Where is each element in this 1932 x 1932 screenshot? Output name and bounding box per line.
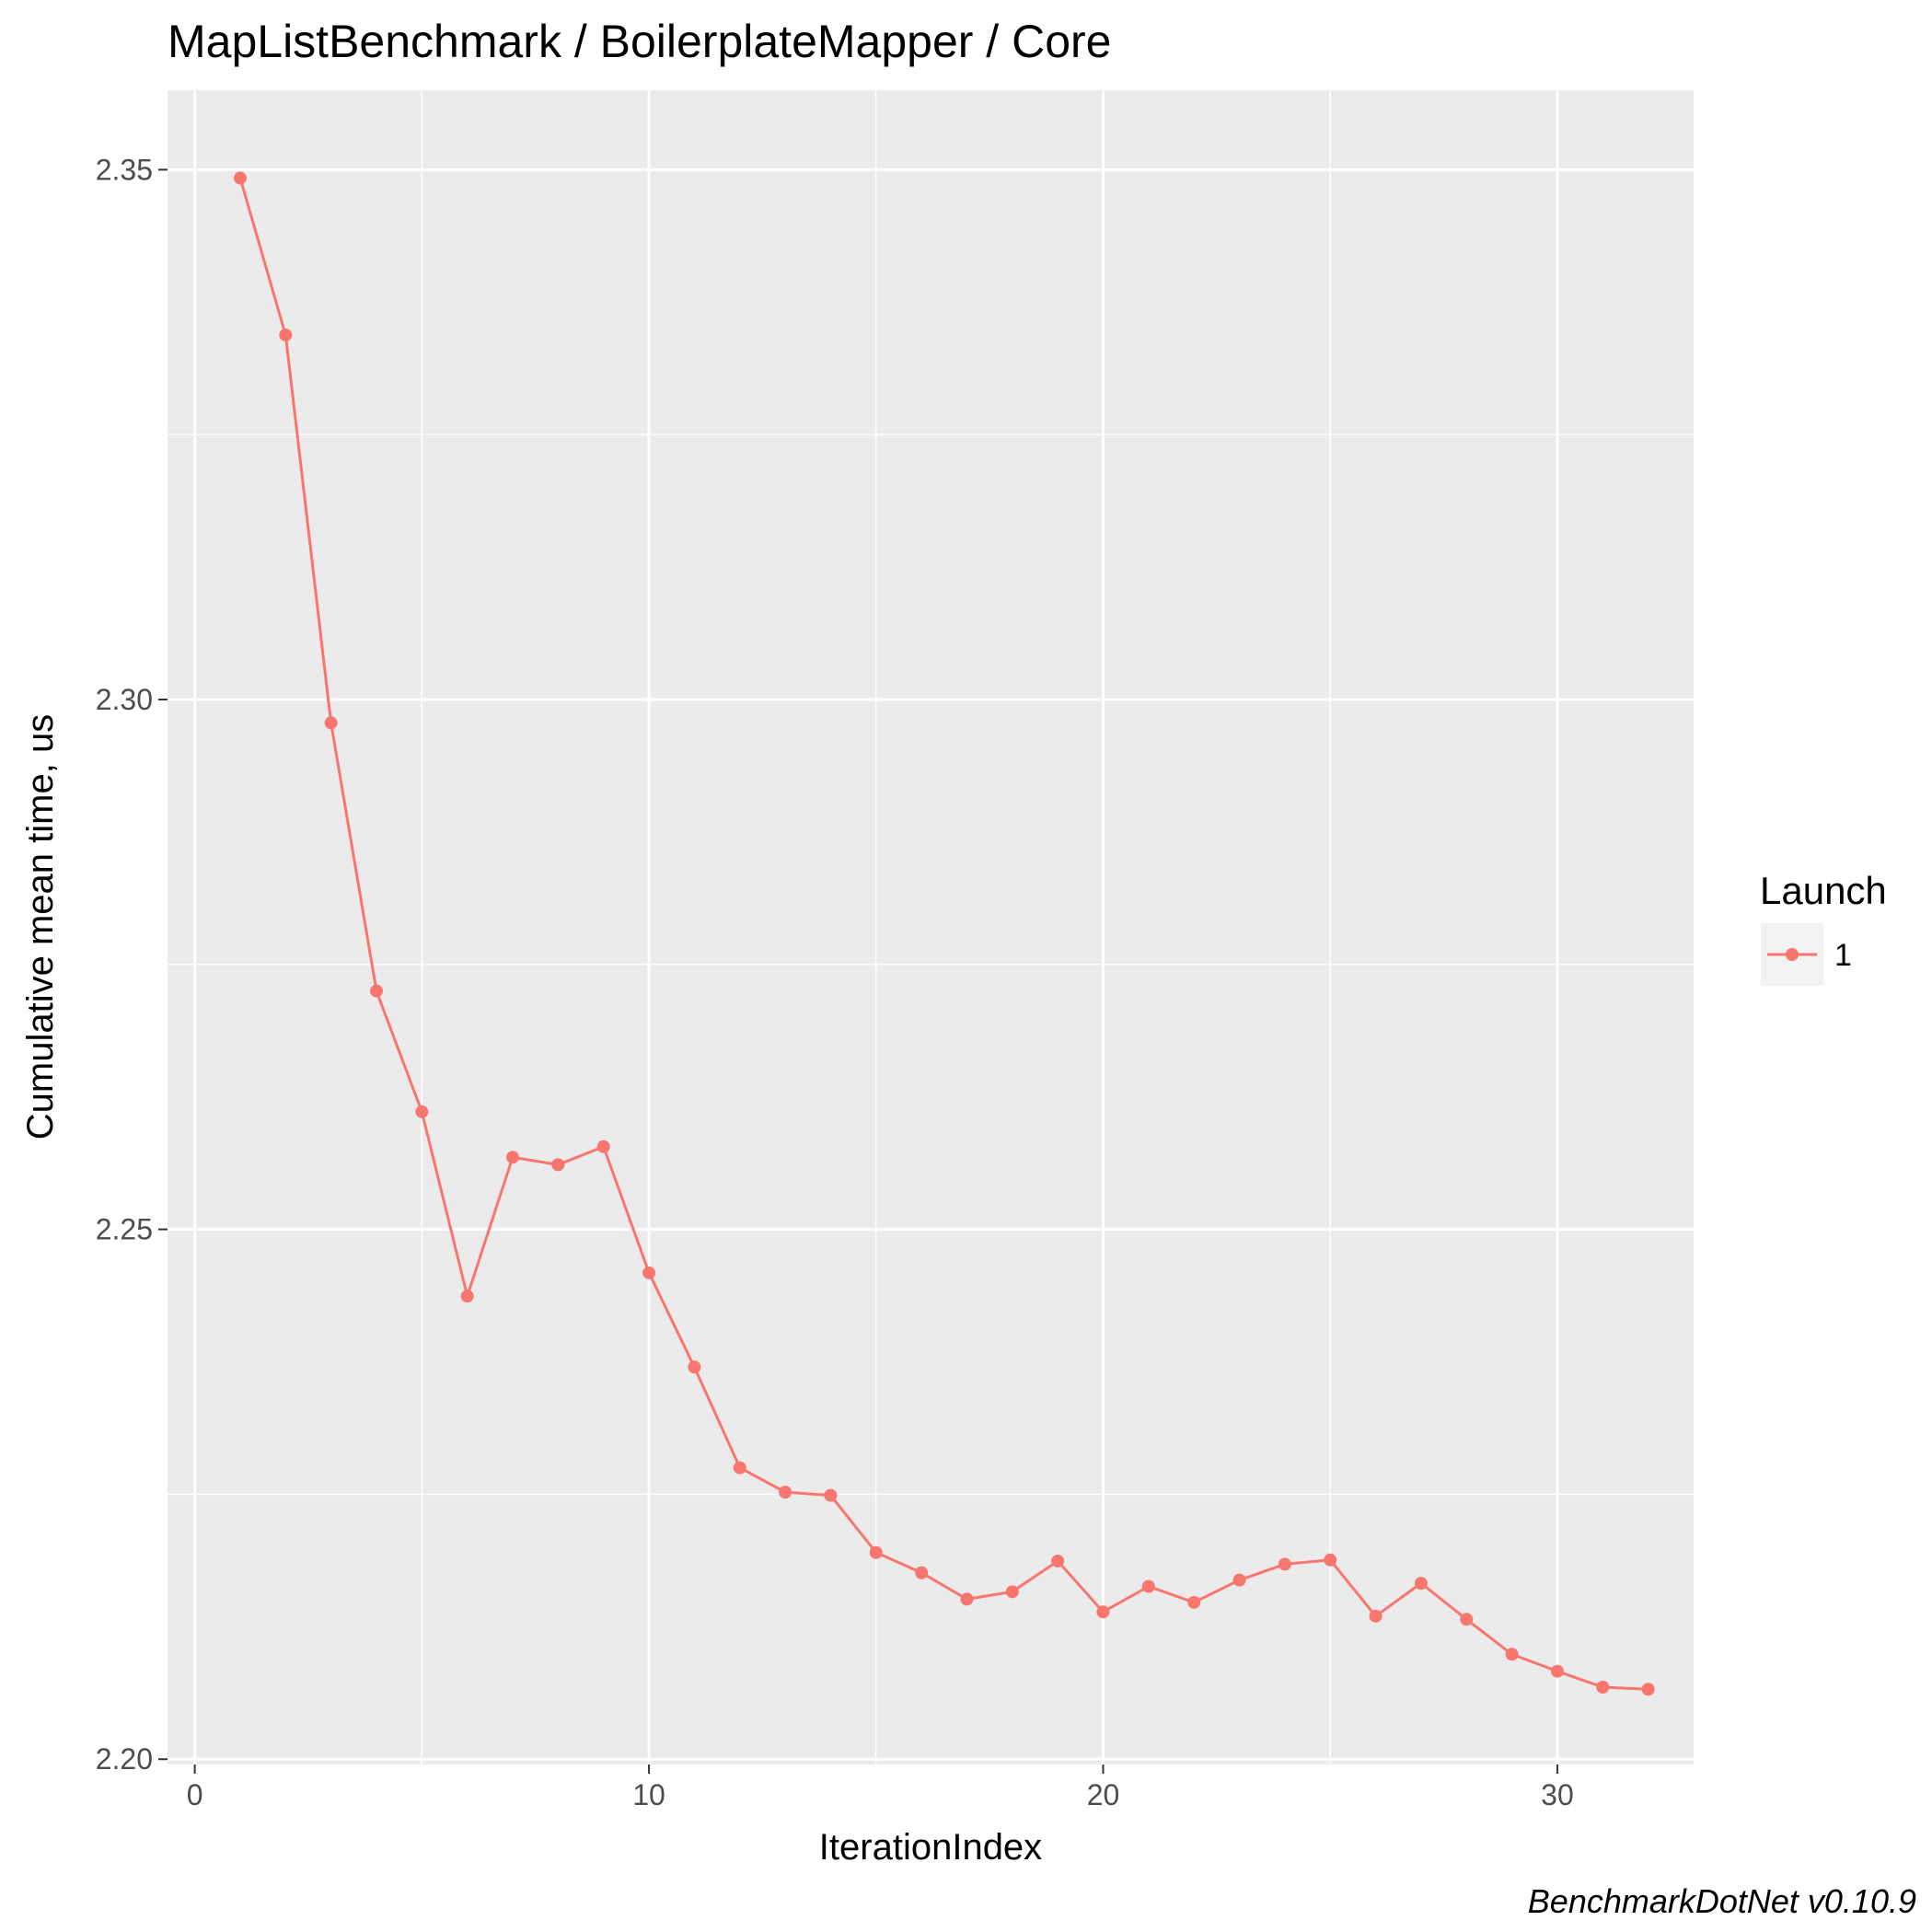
x-tick-label: 10: [632, 1778, 665, 1811]
data-point: [1414, 1577, 1428, 1591]
y-tick-label: 2.30: [96, 683, 153, 716]
data-point: [869, 1545, 883, 1559]
data-point: [415, 1105, 429, 1118]
y-tick-label: 2.25: [96, 1213, 153, 1246]
x-tick-labels: 0 10 20 30: [187, 1778, 1574, 1811]
data-point: [369, 984, 383, 998]
data-point: [1278, 1557, 1291, 1571]
data-point: [642, 1266, 656, 1279]
x-axis-title: IterationIndex: [819, 1827, 1042, 1868]
grid-major: [168, 90, 1694, 1764]
data-point: [506, 1151, 520, 1164]
data-point: [688, 1360, 701, 1374]
data-point: [1324, 1553, 1337, 1567]
y-tick-labels: 2.20 2.25 2.30 2.35: [96, 153, 153, 1776]
x-tick-label: 20: [1087, 1778, 1120, 1811]
data-point: [960, 1592, 974, 1606]
caption: BenchmarkDotNet v0.10.9: [1528, 1882, 1916, 1920]
series-points: [233, 171, 1655, 1696]
data-point: [551, 1158, 565, 1172]
y-tick-label: 2.35: [96, 153, 153, 186]
legend: Launch 1: [1760, 869, 1887, 986]
data-point: [324, 716, 338, 730]
data-point: [1141, 1579, 1155, 1593]
x-tick-label: 30: [1541, 1778, 1574, 1811]
data-point: [824, 1488, 838, 1502]
data-point: [1641, 1683, 1655, 1696]
chart-title: MapListBenchmark / BoilerplateMapper / C…: [168, 16, 1111, 67]
plot-panel: [168, 90, 1694, 1764]
data-point: [1005, 1585, 1019, 1599]
data-point: [915, 1566, 929, 1579]
y-axis-title: Cumulative mean time, us: [20, 714, 61, 1140]
data-point: [1596, 1680, 1610, 1694]
data-point: [596, 1140, 610, 1153]
x-tick-label: 0: [187, 1778, 203, 1811]
data-point: [1096, 1605, 1110, 1619]
data-point: [779, 1486, 792, 1499]
data-point: [460, 1290, 474, 1303]
data-point: [279, 328, 293, 341]
legend-key-point: [1786, 948, 1799, 961]
series-line: [238, 178, 1649, 1691]
axis-ticks: [158, 168, 1558, 1774]
data-point: [1505, 1648, 1519, 1661]
data-point: [1550, 1664, 1564, 1678]
legend-label-1: 1: [1834, 938, 1852, 973]
data-point: [233, 171, 247, 185]
grid-minor: [168, 90, 1694, 1764]
data-point: [1187, 1595, 1201, 1609]
data-point: [1051, 1554, 1065, 1568]
data-point: [1460, 1613, 1474, 1626]
data-point: [1369, 1609, 1382, 1623]
legend-title: Launch: [1760, 869, 1887, 912]
data-point: [733, 1461, 746, 1475]
data-point: [1232, 1573, 1246, 1587]
y-tick-label: 2.20: [96, 1742, 153, 1776]
